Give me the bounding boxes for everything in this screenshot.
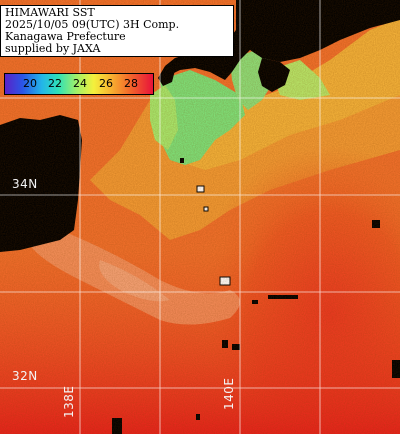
sst-color-legend: 20 22 24 26 28 — [4, 73, 154, 95]
lon-label-140e: 140E — [222, 377, 236, 411]
map-title-box: HIMAWARI SST 2025/10/05 09(UTC) 3H Comp.… — [0, 5, 234, 57]
title-line-2: 2025/10/05 09(UTC) 3H Comp. — [5, 18, 180, 31]
legend-tick-24: 24 — [73, 77, 87, 90]
legend-tick-26: 26 — [99, 77, 113, 90]
legend-tick-22: 22 — [48, 77, 62, 90]
legend-tick-20: 20 — [23, 77, 37, 90]
title-line-4: supplied by JAXA — [5, 42, 101, 55]
lat-label-32n: 32N — [12, 369, 38, 383]
title-line-3: Kanagawa Prefecture — [5, 30, 126, 43]
legend-tick-28: 28 — [124, 77, 138, 90]
title-line-1: HIMAWARI SST — [5, 6, 95, 19]
lat-label-34n: 34N — [12, 177, 38, 191]
lon-label-138e: 138E — [62, 385, 76, 419]
